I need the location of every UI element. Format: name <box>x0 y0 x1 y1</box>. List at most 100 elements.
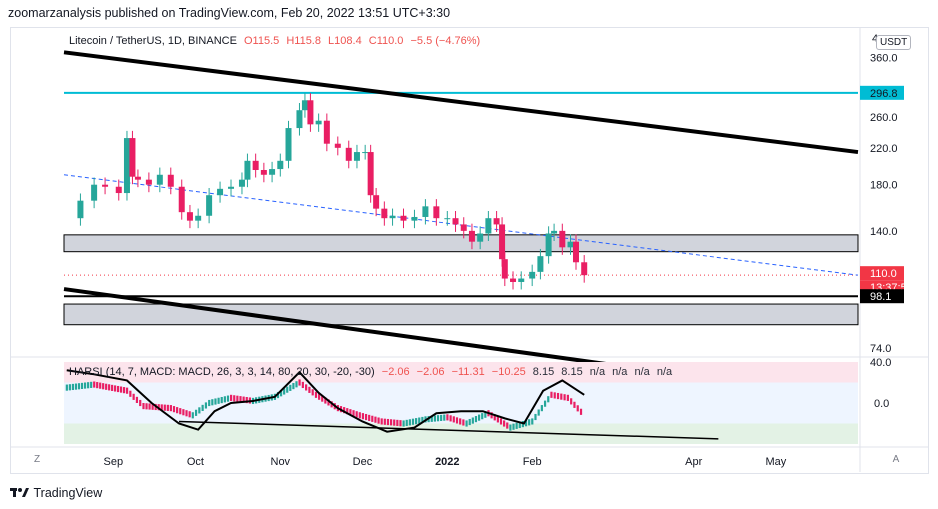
candle-body <box>123 138 130 194</box>
harsi-candle <box>96 382 99 389</box>
harsi-candle <box>117 385 120 393</box>
harsi-candle <box>327 399 330 406</box>
candle-body <box>433 206 440 219</box>
candle-body <box>537 256 544 272</box>
low-value: L108.4 <box>328 35 362 47</box>
harsi-candle <box>499 418 503 425</box>
candle-body <box>77 200 84 219</box>
harsi-candle <box>105 383 108 390</box>
indicator-legend: HARSI (14, 7, MACD: MACD, 26, 3, 3, 14, … <box>69 366 672 378</box>
harsi-candle <box>556 392 560 400</box>
harsi-candle <box>114 385 117 392</box>
indicator-na: n/a <box>612 366 628 378</box>
candle-body <box>381 208 388 219</box>
harsi-candle <box>208 399 211 407</box>
trendline-0 <box>63 50 859 155</box>
indicator-name: HARSI <box>69 366 103 378</box>
price-axis-label-bg <box>860 85 904 100</box>
harsi-candle <box>576 405 579 412</box>
candle-body <box>238 179 245 187</box>
harsi-candle <box>377 417 380 424</box>
harsi-candle <box>305 384 308 391</box>
harsi-candle <box>474 416 478 423</box>
harsi-candle <box>462 419 465 426</box>
harsi-candle <box>515 422 518 429</box>
price-axis-label: 98.1 <box>870 291 891 303</box>
price-tick-label: 74.0 <box>870 343 891 355</box>
harsi-candle <box>452 416 455 423</box>
harsi-candle <box>236 395 239 402</box>
candle-body <box>102 184 109 187</box>
harsi-candle <box>415 418 418 425</box>
harsi-candle <box>531 418 534 425</box>
harsi-candle <box>314 391 318 398</box>
harsi-candle <box>543 400 547 407</box>
currency-button[interactable]: USDT <box>876 35 912 50</box>
harsi-candle <box>393 419 396 426</box>
harsi-candle <box>573 401 576 408</box>
candle-body <box>567 241 574 248</box>
harsi-candle <box>166 404 169 411</box>
harsi-candle <box>242 396 245 403</box>
candle-body <box>499 224 506 260</box>
harsi-candle <box>430 415 433 422</box>
candle-body <box>581 262 588 276</box>
price-axis-label: 296.8 <box>870 88 898 100</box>
harsi-candle <box>534 413 537 421</box>
harsi-candle <box>490 412 493 419</box>
harsi-candle <box>214 398 217 405</box>
candle-body <box>91 184 98 201</box>
harsi-candle <box>528 419 531 426</box>
harsi-candle <box>560 393 563 400</box>
candle-body <box>422 206 429 217</box>
candle-body <box>400 215 407 221</box>
harsi-candle <box>318 393 321 400</box>
harsi-candle <box>496 416 499 423</box>
candle-body <box>195 215 202 221</box>
harsi-candle <box>503 420 506 427</box>
candle-body <box>217 188 224 196</box>
harsi-candle <box>90 381 93 388</box>
harsi-candle <box>343 407 346 414</box>
harsi-candle <box>65 384 68 391</box>
harsi-candle <box>176 407 179 414</box>
harsi-candle <box>346 408 349 415</box>
candle-body <box>493 218 500 225</box>
candle-body <box>296 110 303 129</box>
harsi-candle <box>349 409 352 416</box>
overbought-band <box>64 362 858 383</box>
candle-body <box>572 241 579 263</box>
log-scale-button-z[interactable]: Z <box>33 454 41 465</box>
candle-body <box>367 152 374 196</box>
harsi-candle <box>169 405 172 412</box>
candle-body <box>353 152 360 161</box>
price-tick-label: 220.0 <box>870 143 898 155</box>
harsi-candle <box>368 414 371 422</box>
candle-body <box>477 233 484 242</box>
price-tick-partial: 4 <box>872 33 878 45</box>
indicator-value: −2.06 <box>416 366 445 378</box>
price-tick-label: 140.0 <box>870 226 898 238</box>
auto-scale-button-a[interactable]: A <box>892 454 900 465</box>
harsi-rsi-line <box>66 369 585 433</box>
indicator-value: −11.31 <box>451 366 485 378</box>
tradingview-footer[interactable]: TradingView <box>10 485 102 500</box>
harsi-candle <box>433 415 436 422</box>
symbol-title: Litecoin / TetherUS, 1D, BINANCE <box>69 35 237 47</box>
candle-body <box>252 160 259 170</box>
harsi-candle <box>396 419 399 426</box>
harsi-candle <box>481 413 484 420</box>
indicator-na: n/a <box>634 366 650 378</box>
candle-body <box>156 174 163 185</box>
indicator-value: −10.25 <box>491 366 526 378</box>
harsi-candle <box>436 415 440 422</box>
time-tick-label: Nov <box>271 456 291 468</box>
harsi-candle <box>524 420 528 427</box>
candle-body <box>206 195 213 216</box>
candle-body <box>269 169 276 175</box>
harsi-candle <box>553 392 556 399</box>
candle-body <box>167 174 174 187</box>
price-axis-label: 110.0 <box>870 268 897 280</box>
time-tick-label: Dec <box>353 456 373 468</box>
